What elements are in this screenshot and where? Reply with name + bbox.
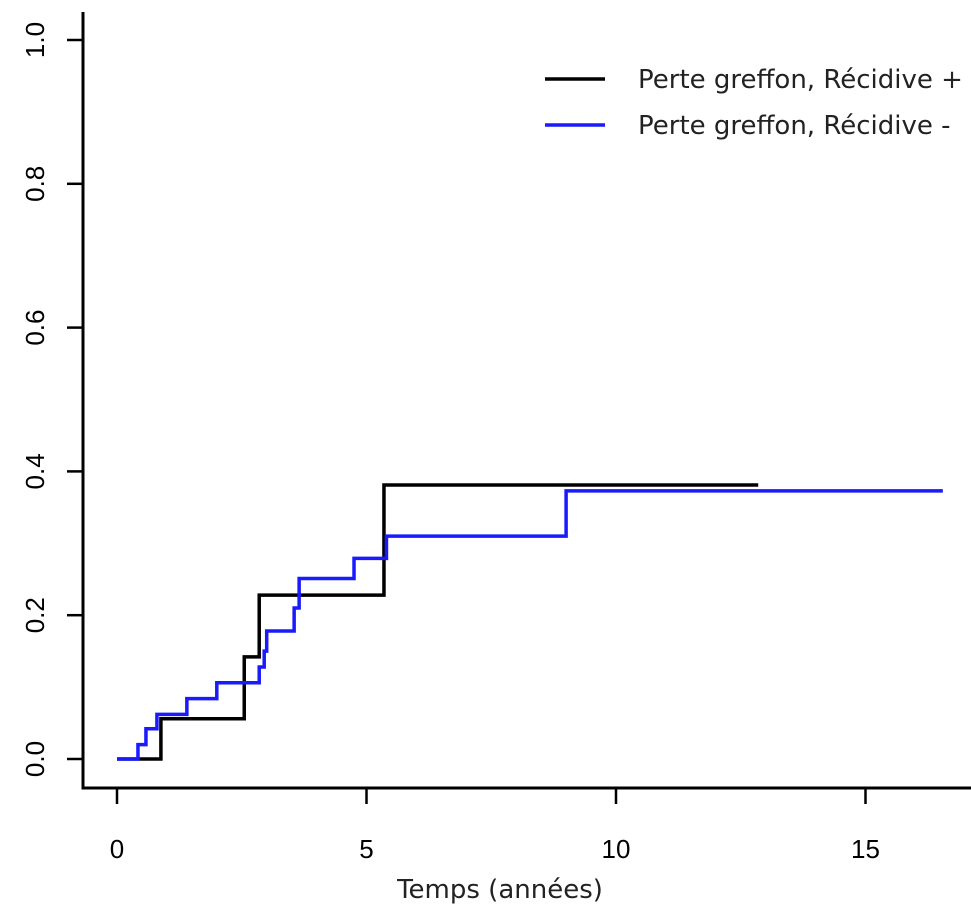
y-tick-label: 0.2: [20, 597, 50, 633]
y-ticks: 0.0 0.2 0.4 0.6 0.8 1.0: [20, 22, 83, 777]
legend-label: Perte greffon, Récidive +: [638, 65, 963, 95]
y-tick-label: 0.4: [20, 453, 50, 489]
y-tick-label: 0.8: [20, 166, 50, 202]
series-line-1: [117, 483, 759, 761]
legend-label: Perte greffon, Récidive -: [638, 111, 951, 141]
x-ticks: 0 5 10 15: [110, 788, 880, 864]
series-group: [117, 483, 943, 761]
x-tick-label: 10: [602, 834, 631, 864]
x-axis-title: Temps (années): [396, 875, 603, 905]
series-line-2: [117, 489, 943, 761]
legend: Perte greffon, Récidive + Perte greffon, …: [545, 65, 963, 141]
y-tick-label: 1.0: [20, 22, 50, 58]
x-tick-label: 15: [851, 834, 880, 864]
y-tick-label: 0.0: [20, 741, 50, 777]
axes: 0.0 0.2 0.4 0.6 0.8 1.0 0 5 10 15: [20, 12, 971, 864]
x-tick-label: 5: [359, 834, 373, 864]
x-tick-label: 0: [110, 834, 124, 864]
y-tick-label: 0.6: [20, 310, 50, 346]
